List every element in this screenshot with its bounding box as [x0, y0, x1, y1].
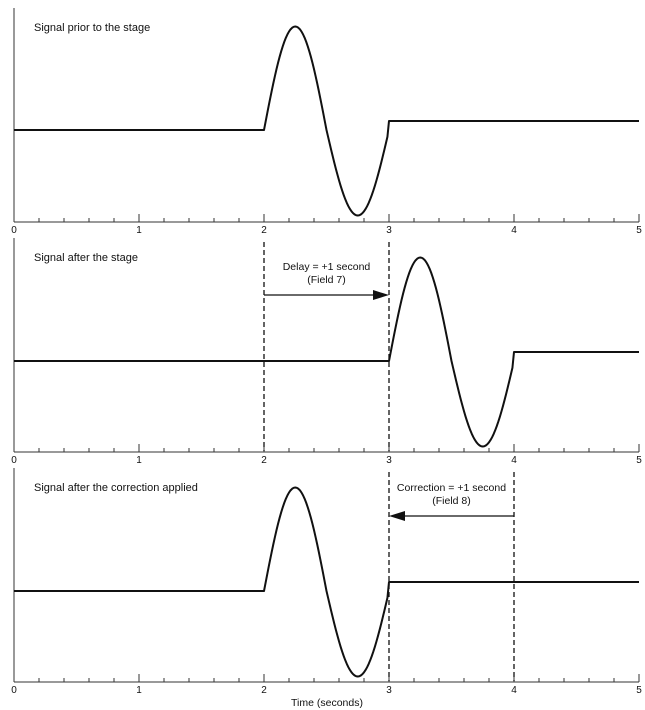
- annotation-line-1: Delay = +1 second: [283, 261, 371, 273]
- annotation: Correction = +1 second(Field 8): [388, 472, 515, 681]
- x-tick-label: 2: [261, 685, 267, 696]
- x-tick-label: 3: [386, 685, 392, 696]
- x-tick-label: 4: [511, 685, 517, 696]
- x-tick-label: 5: [636, 225, 642, 236]
- x-tick-label: 2: [261, 455, 267, 466]
- panel-title: Signal after the correction applied: [34, 482, 198, 494]
- x-tick-label: 3: [386, 455, 392, 466]
- x-tick-label: 0: [11, 685, 17, 696]
- x-tick-label: 5: [636, 455, 642, 466]
- x-tick-label: 1: [136, 225, 142, 236]
- x-tick-label: 2: [261, 225, 267, 236]
- panel-title: Signal prior to the stage: [34, 22, 150, 34]
- x-tick-label: 5: [636, 685, 642, 696]
- x-tick-label: 0: [11, 225, 17, 236]
- x-tick-label: 0: [11, 455, 17, 466]
- panel-3: Signal after the correction applied 0 1 2 3 4…: [11, 468, 642, 696]
- arrow-head: [389, 511, 405, 521]
- x-tick-label: 4: [511, 455, 517, 466]
- annotation: Delay = +1 second(Field 7): [263, 242, 390, 451]
- x-tick-label: 1: [136, 455, 142, 466]
- arrow-head: [373, 290, 389, 300]
- annotation-line-2: (Field 8): [432, 495, 471, 507]
- x-tick-label: 1: [136, 685, 142, 696]
- panel-2: Signal after the stage 0 1 2 3 4 5 Delay = +1 s…: [11, 238, 642, 466]
- x-tick-label: 3: [386, 225, 392, 236]
- panel-title: Signal after the stage: [34, 252, 138, 264]
- annotation-line-1: Correction = +1 second: [397, 482, 506, 494]
- signal-waveform: [14, 256, 639, 448]
- panel-1: Signal prior to the stage 0 1 2 3 4 5: [11, 8, 642, 236]
- x-tick-label: 4: [511, 225, 517, 236]
- x-axis-label: Time (seconds): [291, 697, 363, 709]
- annotation-line-2: (Field 7): [307, 274, 346, 286]
- signal-waveform: [14, 486, 639, 678]
- signal-waveform: [14, 25, 639, 217]
